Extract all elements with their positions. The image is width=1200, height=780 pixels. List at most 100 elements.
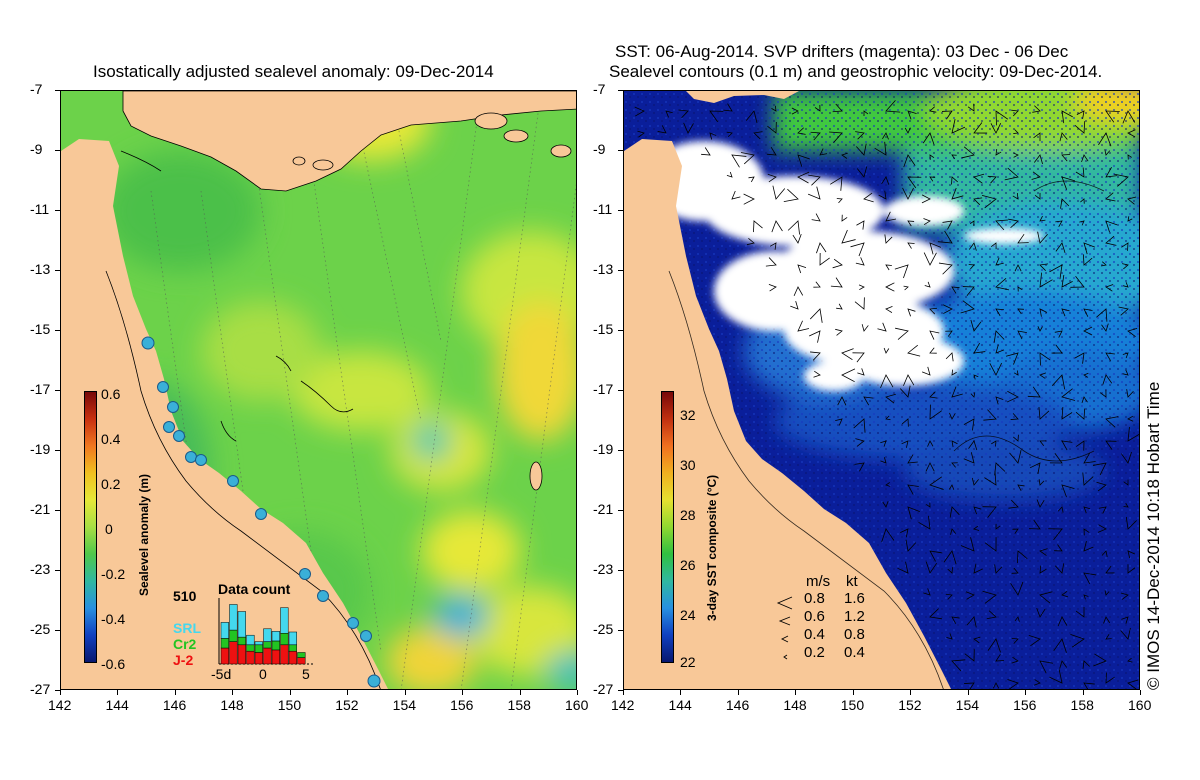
- reef-contours: [105, 150, 381, 689]
- velocity-arrow: [1033, 132, 1041, 142]
- velocity-arrow: [922, 132, 935, 145]
- velocity-arrow: [973, 122, 988, 134]
- velocity-arrow: [1027, 386, 1041, 398]
- velocity-arrow: [1127, 129, 1136, 138]
- velocity-arrow: [753, 131, 763, 140]
- velocity-arrow: [1083, 326, 1093, 336]
- velocity-arrow: [1039, 565, 1047, 574]
- velocity-arrow-0-4: [780, 635, 789, 643]
- velocity-arrow-0-6: [778, 616, 791, 626]
- velocity-arrow: [791, 107, 799, 115]
- velocity-arrow: [1039, 263, 1048, 271]
- data-count-bar-j2: [220, 647, 229, 665]
- velocity-arrow: [819, 253, 830, 266]
- velocity-arrow: [1096, 481, 1107, 492]
- velocity-arrow: [657, 125, 667, 134]
- velocity-arrow: [841, 229, 856, 244]
- velocity-arrow: [947, 567, 953, 574]
- velocity-arrow: [1011, 637, 1019, 644]
- velocity-arrow: [924, 281, 931, 288]
- velocity-arrow: [830, 277, 843, 288]
- latitude-tick-label: -17: [593, 381, 614, 397]
- data-count-bar-cr2: [254, 644, 263, 653]
- velocity-arrow: [861, 324, 869, 332]
- sealevel-anomaly-map-graphic: [61, 91, 576, 689]
- velocity-arrow: [855, 257, 865, 266]
- velocity-arrow: [918, 515, 931, 530]
- sealevel-contours: [668, 180, 1105, 689]
- velocity-arrow: [857, 368, 865, 376]
- velocity-arrow: [923, 252, 937, 266]
- velocity-arrow: [1123, 502, 1129, 508]
- velocity-arrow: [748, 176, 755, 183]
- velocity-arrow: [1105, 110, 1120, 123]
- velocity-arrow: [995, 396, 1004, 405]
- velocity-arrow: [1048, 528, 1063, 541]
- velocity-arrow: [950, 528, 957, 535]
- velocity-arrow: [1082, 660, 1090, 669]
- velocity-arrow: [1039, 660, 1054, 674]
- longitude-tick: [1082, 690, 1084, 695]
- velocity-arrow: [1127, 657, 1133, 663]
- velocity-arrow: [995, 308, 1005, 317]
- velocity-arrow: [949, 506, 960, 518]
- australia-landmass: [61, 139, 388, 689]
- velocity-arrow: [885, 306, 893, 313]
- velocity-arrow: [855, 131, 865, 140]
- velocity-arrow: [929, 476, 944, 490]
- velocity-arrow: [1061, 484, 1075, 498]
- velocity-arrow: [929, 154, 935, 160]
- velocity-arrow: [1127, 415, 1134, 422]
- velocity-arrow: [1083, 242, 1095, 255]
- velocity-arrow: [951, 286, 960, 294]
- velocity-legend-ms: 0.4: [804, 626, 825, 643]
- velocity-legend-header-ms: m/s: [806, 573, 831, 590]
- sst-colorbar-tick: 24: [680, 607, 696, 623]
- velocity-arrow: [1008, 218, 1019, 229]
- velocity-arrow: [765, 257, 777, 267]
- right-map-title-line2: Sealevel contours (0.1 m) and geostrophi…: [609, 62, 1103, 81]
- velocity-arrow: [1082, 472, 1094, 486]
- velocity-arrow: [1011, 109, 1019, 117]
- latitude-tick-label: -11: [593, 201, 613, 217]
- velocity-arrow: [1102, 374, 1113, 385]
- velocity-arrow: [943, 550, 957, 565]
- velocity-arrow: [1039, 272, 1053, 288]
- velocity-arrow: [895, 327, 909, 340]
- velocity-arrow: [885, 482, 891, 487]
- velocity-arrow: [701, 147, 711, 156]
- velocity-arrow: [1120, 592, 1129, 600]
- velocity-arrow: [1105, 672, 1115, 684]
- velocity-arrow: [813, 370, 821, 378]
- velocity-arrow: [783, 188, 799, 202]
- velocity-arrow: [709, 110, 724, 123]
- velocity-arrow: [877, 322, 887, 332]
- latitude-tick-label: -15: [593, 321, 614, 337]
- latitude-tick-label: -21: [30, 501, 51, 517]
- data-count-bar-cr2: [229, 629, 238, 642]
- data-count-bar-cr2: [297, 652, 306, 658]
- velocity-arrow: [807, 186, 821, 200]
- velocity-arrow: [1083, 372, 1089, 378]
- velocity-arrow: [1123, 479, 1129, 486]
- sst-colorbar: [661, 391, 674, 663]
- velocity-arrow: [907, 308, 916, 317]
- velocity-arrow: [905, 539, 917, 552]
- velocity-arrow: [926, 502, 931, 508]
- data-count-bar-cr2: [220, 638, 229, 649]
- data-count-bar-j2: [229, 641, 238, 665]
- velocity-arrow: [1039, 215, 1046, 222]
- velocity-arrow: [753, 220, 763, 233]
- velocity-arrow: [899, 385, 911, 398]
- longitude-tick-label: 158: [507, 697, 531, 713]
- longitude-tick-label: 142: [48, 697, 72, 713]
- velocity-arrow: [902, 187, 914, 200]
- velocity-arrow: [1013, 434, 1019, 442]
- longitude-tick-label: 160: [565, 697, 589, 713]
- velocity-arrow: [951, 386, 963, 398]
- velocity-arrow: [745, 110, 758, 124]
- velocity-arrow: [856, 143, 867, 156]
- velocity-arrow: [1093, 653, 1107, 667]
- longitude-tick: [462, 690, 464, 695]
- velocity-arrow: [982, 506, 997, 518]
